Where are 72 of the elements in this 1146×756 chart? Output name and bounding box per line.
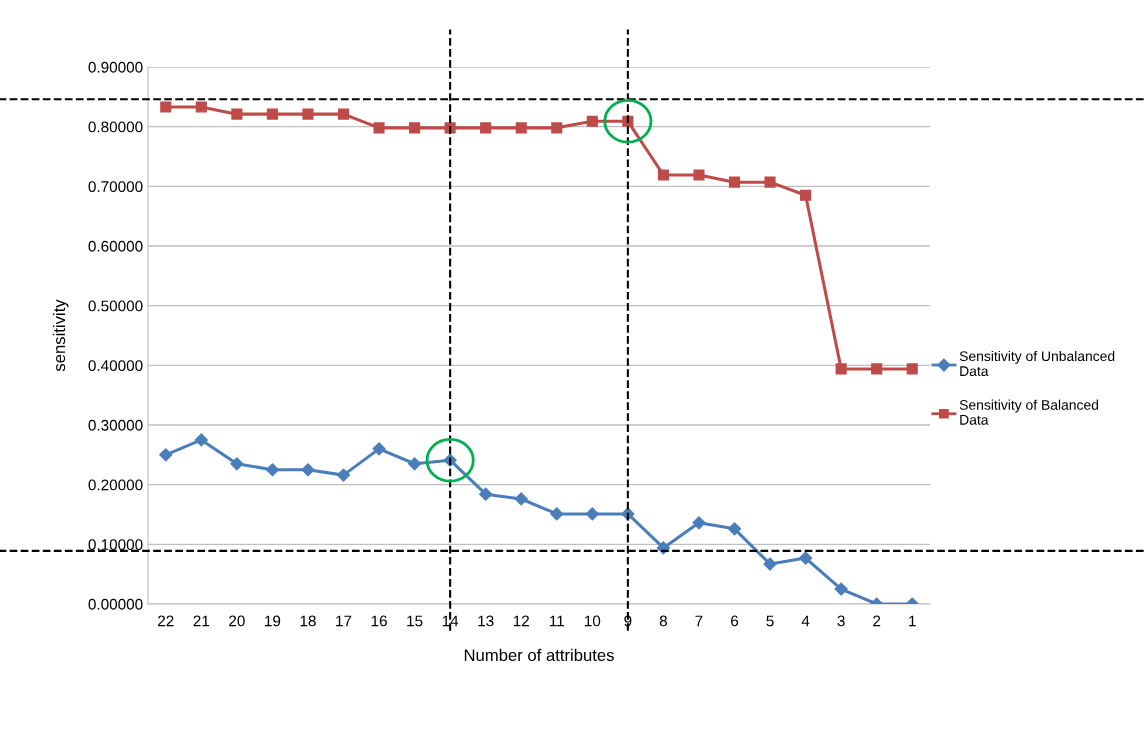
- point: [692, 516, 706, 530]
- point: [159, 448, 173, 462]
- point: [764, 176, 776, 188]
- x-tick-label: 17: [336, 615, 352, 627]
- x-tick-label: 7: [695, 615, 703, 627]
- point: [834, 582, 848, 596]
- point: [551, 122, 563, 134]
- point: [728, 176, 741, 188]
- x-tick-label: 1: [909, 615, 916, 627]
- y-tick-label: 0.80000: [88, 121, 143, 133]
- x-tick-label: 21: [193, 615, 210, 627]
- point: [195, 101, 207, 113]
- x-tick-label: 8: [659, 615, 667, 627]
- point: [373, 122, 385, 134]
- x-tick-label: 6: [731, 615, 739, 627]
- point: [585, 507, 599, 521]
- x-tick-label: 10: [584, 615, 601, 627]
- x-tick-label: 11: [550, 615, 564, 627]
- point: [336, 468, 351, 482]
- point: [727, 522, 742, 536]
- point: [871, 363, 883, 375]
- legend-label: Sensitivity of Unbalanced Data: [959, 350, 1115, 377]
- point: [515, 122, 527, 134]
- x-tick-label: 15: [407, 615, 423, 627]
- point: [514, 492, 528, 506]
- y-tick-label: 0.30000: [88, 419, 143, 431]
- x-tick-label: 2: [873, 615, 881, 627]
- point: [408, 457, 422, 471]
- x-tick-label: 4: [801, 615, 810, 627]
- x-tick-label: 18: [300, 615, 316, 627]
- point: [230, 457, 244, 471]
- point: [409, 122, 421, 134]
- y-tick-label: 0.20000: [88, 479, 143, 491]
- x-tick-label: 14: [442, 615, 459, 627]
- point: [657, 169, 669, 181]
- point: [337, 108, 350, 120]
- x-tick-label: 22: [158, 615, 174, 627]
- x-axis-title: Number of attributes: [464, 648, 614, 662]
- y-tick-label: 0.40000: [88, 360, 143, 372]
- point: [800, 189, 812, 201]
- point: [302, 108, 314, 120]
- point: [586, 115, 598, 127]
- x-tick-label: 12: [513, 615, 529, 627]
- point: [372, 442, 386, 456]
- x-tick-label: 13: [478, 615, 494, 627]
- point: [479, 487, 493, 501]
- y-tick-label: 0.70000: [88, 181, 143, 193]
- x-tick-label: 20: [229, 615, 245, 627]
- point: [906, 363, 918, 375]
- legend-label: Sensitivity of Balanced Data: [959, 399, 1099, 425]
- y-tick-label: 0.10000: [88, 539, 143, 551]
- point: [480, 122, 492, 134]
- point: [301, 463, 315, 477]
- point: [160, 101, 172, 113]
- point: [763, 557, 777, 571]
- point: [265, 463, 279, 477]
- x-tick-label: 16: [371, 615, 387, 627]
- x-tick-label: 19: [265, 615, 281, 627]
- y-tick-label: 0.60000: [88, 240, 143, 252]
- point: [799, 551, 813, 565]
- y-axis-title: sensitivity: [52, 299, 69, 372]
- point: [231, 108, 243, 120]
- y-tick-label: 0.90000: [88, 61, 143, 73]
- y-tick-label: 0.00000: [88, 598, 143, 610]
- point: [266, 108, 278, 120]
- y-tick-label: 0.50000: [88, 300, 143, 312]
- point: [194, 433, 208, 447]
- x-tick-label: 3: [837, 615, 845, 627]
- point: [550, 507, 564, 521]
- x-tick-label: 5: [766, 615, 774, 627]
- point: [693, 169, 705, 181]
- point: [835, 363, 847, 375]
